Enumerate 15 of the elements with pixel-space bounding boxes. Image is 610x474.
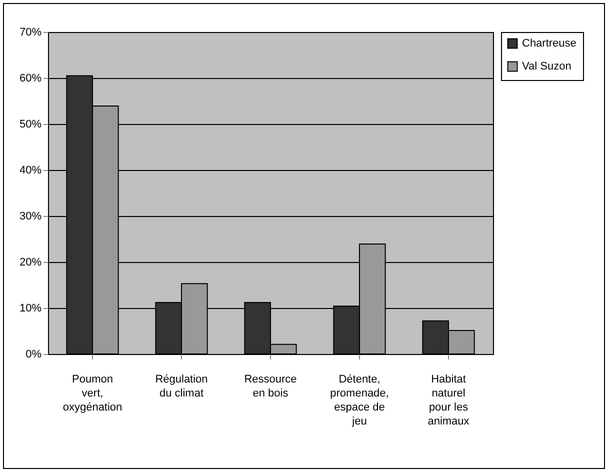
y-tick-label: 0% [26, 348, 42, 360]
y-tick-label: 20% [19, 256, 42, 268]
x-tick-label: Détente, promenade, espace de jeu [330, 374, 389, 428]
x-tick-label: Habitat naturel pour les animaux [428, 374, 470, 428]
y-tick-label: 70% [19, 26, 42, 38]
x-tick-label: Poumon vert, oxygénation [62, 374, 122, 414]
legend-label: Chartreuse [522, 38, 576, 50]
y-tick-label: 50% [19, 118, 42, 130]
y-tick-label: 10% [19, 302, 42, 314]
legend-label: Val Suzon [522, 60, 572, 72]
y-tick-label: 30% [19, 210, 42, 222]
y-tick-label: 60% [19, 72, 42, 84]
x-tick-label: Ressource en bois [244, 374, 297, 400]
y-tick-label: 40% [19, 164, 42, 176]
x-tick-label: Régulation du climat [155, 374, 208, 400]
